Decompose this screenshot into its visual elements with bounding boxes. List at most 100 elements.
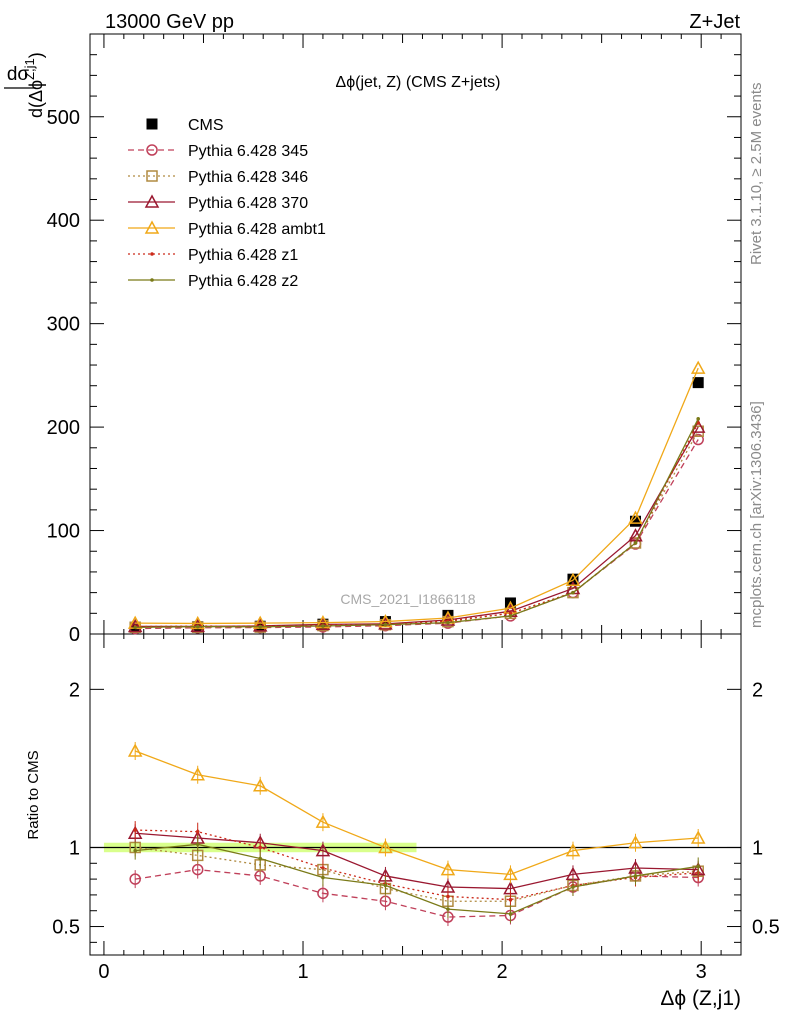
- main-data-point: [628, 528, 643, 542]
- main-data-point: [692, 377, 704, 389]
- ratio-data-point: [315, 843, 331, 857]
- legend-label: Pythia 6.428 370: [188, 195, 308, 212]
- ratio-data-point: [440, 862, 456, 876]
- ratio-data-point: [628, 835, 643, 849]
- legend-marker: [150, 252, 154, 256]
- ratio-data-point: [190, 767, 205, 781]
- ratio-data-point: [378, 839, 393, 854]
- ratio-data-point: [315, 814, 331, 828]
- ratio-series-line: [134, 750, 699, 876]
- mcplots-label: mcplots.cern.ch [arXiv:1306.3436]: [748, 401, 765, 628]
- legend-marker: [150, 278, 154, 282]
- main-series-line: [135, 418, 699, 629]
- main-data-point: [446, 620, 450, 625]
- main-data-point: [633, 541, 638, 545]
- ratio-series-line: [135, 829, 699, 901]
- ratio-data-point: [503, 866, 518, 881]
- legend-marker: [146, 118, 158, 130]
- main-data-point: [690, 419, 706, 433]
- ratio-data-point: [446, 907, 450, 911]
- ratio-data-point: [508, 912, 513, 916]
- ratio-data-point: [690, 830, 706, 844]
- x-tick-label: 2: [497, 961, 508, 983]
- legend-label: Pythia 6.428 ambt1: [188, 221, 326, 238]
- main-data-point: [690, 360, 706, 374]
- ratio-y-tick-label: 0.5: [52, 917, 80, 939]
- main-data-point: [629, 537, 642, 549]
- x-tick-label: 3: [696, 961, 707, 983]
- main-data-point: [383, 622, 388, 627]
- main-data-point: [628, 510, 643, 524]
- ratio-data-point: [317, 887, 329, 900]
- main-data-point: [315, 616, 331, 631]
- legend-label: Pythia 6.428 z1: [188, 247, 298, 264]
- ratio-data-point: [446, 894, 450, 899]
- main-data-point: [378, 616, 393, 630]
- ratio-data-point: [133, 848, 137, 853]
- ratio-y-tick-label-right: 0.5: [752, 917, 780, 939]
- ratio-data-point: [383, 883, 388, 888]
- main-data-point: [258, 624, 263, 629]
- ratio-data-point: [321, 875, 325, 880]
- ratio-y-axis-title: Ratio to CMS: [25, 750, 42, 839]
- header-left: 13000 GeV pp: [105, 11, 234, 33]
- plot-title: Δϕ(jet, Z) (CMS Z+jets): [336, 74, 501, 91]
- main-data-point: [696, 421, 700, 425]
- main-series-line: [135, 367, 699, 625]
- main-y-tick-label: 300: [47, 314, 80, 336]
- legend-label: Pythia 6.428 z2: [188, 273, 298, 290]
- legend: CMS Pythia 6.428 345 Pythia 6.428 346 Pythi…: [128, 117, 326, 290]
- main-y-tick-label: 400: [47, 210, 80, 232]
- main-data-point: [508, 611, 513, 616]
- main-data-point: [440, 612, 456, 626]
- main-data-point: [321, 624, 325, 628]
- main-data-point: [252, 618, 268, 632]
- x-axis-title: Δϕ (Z,j1): [660, 987, 741, 1010]
- main-y-tick-label: 200: [47, 417, 80, 439]
- main-data-point: [378, 614, 393, 628]
- main-data-point: [696, 417, 700, 421]
- legend-label: CMS: [188, 117, 224, 134]
- legend-label: Pythia 6.428 346: [188, 169, 308, 186]
- ratio-data-point: [571, 885, 575, 889]
- ratio-series-line: [135, 868, 699, 918]
- legend-marker: [144, 220, 160, 234]
- ratio-data-point: [195, 829, 200, 834]
- legend-marker: [146, 144, 158, 156]
- main-series: [127, 360, 706, 630]
- main-data-point: [565, 572, 581, 586]
- main-data-point: [195, 624, 200, 629]
- main-y-tick-label: 0: [69, 624, 80, 646]
- main-y-tick-label: 100: [47, 521, 80, 543]
- ratio-data-point: [258, 856, 263, 861]
- ratio-series-line: [135, 846, 699, 902]
- ratio-series-line: [135, 843, 699, 915]
- x-tick-label: 0: [98, 961, 109, 983]
- ratio-data-point: [195, 842, 200, 847]
- ratio-data-point: [252, 778, 268, 792]
- main-y-axis-title: dσ d(ΔϕZ,j1): [4, 52, 46, 118]
- chart-layer: 0 1 2 3 0 100 200 300 400 500 0.5 0.5 1 1 2 2 CMS Pythia …: [47, 33, 780, 983]
- ylabel-denominator: d(ΔϕZ,j1): [22, 52, 46, 118]
- main-data-point: [508, 614, 513, 618]
- ratio-y-tick-label-right: 2: [752, 679, 763, 701]
- ratio-series: [133, 835, 700, 923]
- ratio-data-point: [321, 866, 325, 870]
- main-series: [133, 417, 700, 630]
- legend-marker: [144, 194, 160, 208]
- main-data-point: [571, 590, 575, 595]
- ratio-data-point: [191, 863, 204, 876]
- ratio-series: [127, 824, 706, 898]
- header-right: Z+Jet: [689, 11, 740, 33]
- rivet-label: Rivet 3.1.10, ≥ 2.5M events: [748, 83, 765, 266]
- main-data-point: [567, 573, 579, 585]
- main-data-point: [133, 625, 137, 630]
- main-data-point: [629, 515, 641, 527]
- ratio-y-tick-label: 2: [69, 679, 80, 701]
- ratio-data-point: [133, 828, 137, 832]
- ratio-data-point: [565, 843, 581, 857]
- main-data-point: [127, 618, 143, 633]
- ratio-data-point: [258, 845, 263, 850]
- ratio-data-point: [508, 897, 513, 902]
- x-tick-label: 1: [297, 961, 308, 983]
